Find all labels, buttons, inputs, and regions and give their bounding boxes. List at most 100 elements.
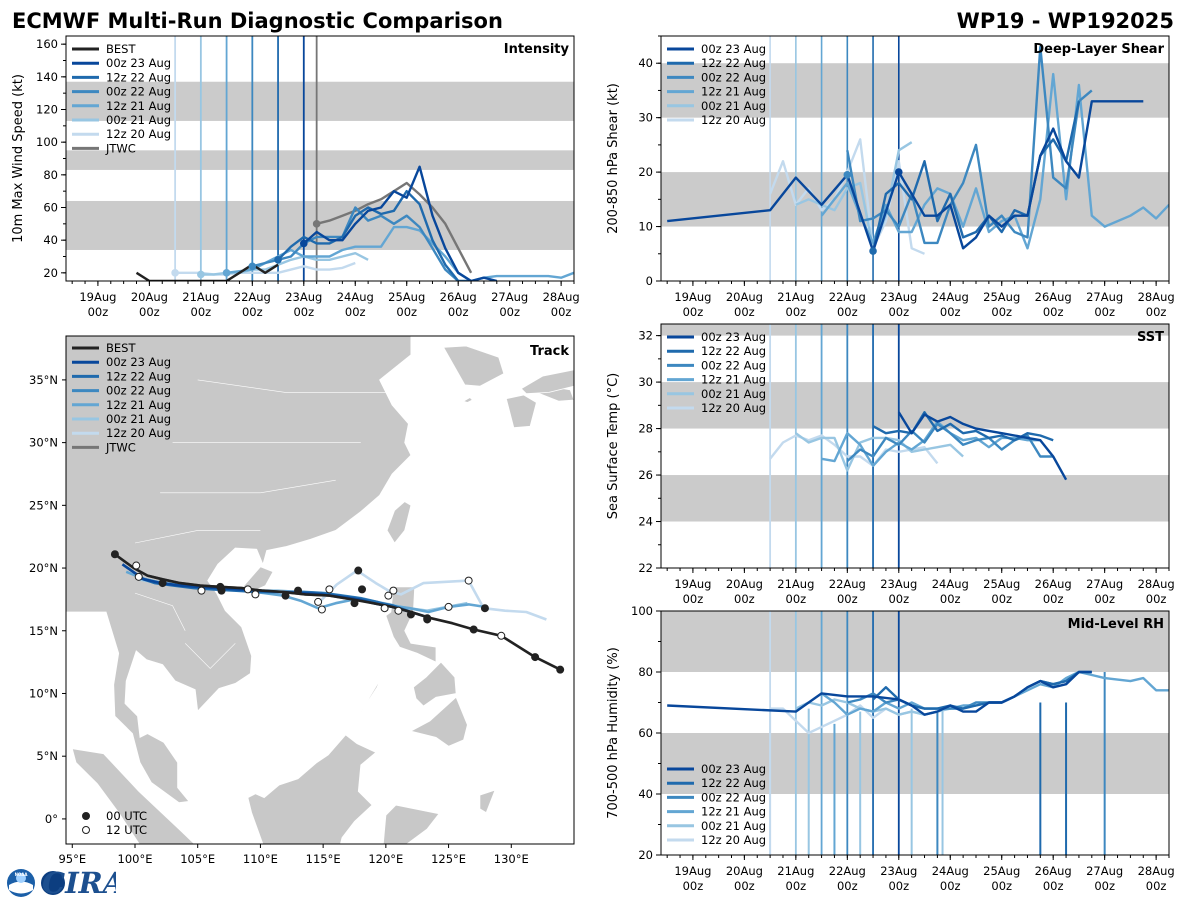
fix-point-12utc [314,597,323,606]
map-frame [65,335,575,845]
x-tick-label-hour: 00z [683,305,704,319]
x-tick-label-hour: 00z [991,305,1012,319]
legend-label-12z-20-aug: 12z 20 Aug [701,401,766,415]
lon-tick-label: 120°E [368,852,403,866]
fix-point-12utc [134,572,143,581]
fix-point-00utc [294,586,303,595]
x-tick-label-day: 20Aug [726,577,763,591]
legend-label-00z-21-aug: 00z 21 Aug [701,99,766,113]
legend-label-12z-22-aug: 12z 22 Aug [701,56,766,70]
series-line-00z-22-aug [846,45,1093,245]
kyushu-island [505,394,537,429]
series-line-12z-22-aug [872,411,1054,442]
visayas-islands [412,661,457,707]
x-tick-label-day: 19Aug [79,290,116,304]
lon-tick-label: 125°E [431,852,466,866]
lon-tick-label: 130°E [494,852,529,866]
y-tick-label: 26 [638,468,653,482]
fix-point-12utc [380,604,389,613]
x-tick-label-day: 19Aug [674,864,711,878]
fix-point-12utc [132,561,141,570]
x-tick-label-hour: 00z [991,879,1012,893]
y-tick-label: 40 [638,787,653,801]
x-tick-label-day: 25Aug [983,577,1020,591]
fix-point-00utc [531,653,540,662]
y-tick-label: 28 [638,422,653,436]
legend-label-00z-23-aug: 00z 23 Aug [106,355,171,369]
y-tick-label: 20 [638,165,653,179]
shaded-band-1 [661,63,1169,118]
legend-label-00z-22-aug: 00z 22 Aug [106,85,171,99]
legend-label-12z-21-aug: 12z 21 Aug [106,99,171,113]
x-tick-label-hour: 00z [191,305,212,319]
y-tick-label: 30 [638,375,653,389]
series-line-00z-21-aug [795,432,964,472]
x-tick-label-day: 24Aug [932,577,969,591]
x-tick-label-hour: 00z [940,305,961,319]
lat-tick-label: 30°N [29,436,58,450]
init-marker-12z-22-aug [274,255,282,264]
lat-tick-label: 15°N [29,624,58,638]
legend-label-12z-20-aug: 12z 20 Aug [701,113,766,127]
legend-label-00z-22-aug: 00z 22 Aug [701,790,766,804]
init-marker-00z-23-aug [299,239,308,248]
lat-tick-label: 25°N [29,498,58,512]
legend-label-00z-22-aug: 00z 22 Aug [701,358,766,372]
fix-point-12utc [197,586,206,595]
plot-area [667,611,1169,855]
legend-label-12z-21-aug: 12z 21 Aug [701,85,766,99]
x-tick-label-day: 19Aug [674,577,711,591]
init-marker-12z-22-aug [869,247,877,255]
lat-tick-label: 20°N [29,561,58,575]
series-line-00z-23-aug [667,100,1144,253]
y-tick-label: 100 [631,604,653,618]
x-tick-label-hour: 00z [242,305,263,319]
lon-tick-label: 110°E [243,852,278,866]
cira-logo-graphic: NOAA CIRA [7,866,125,900]
y-tick-label: 32 [638,329,653,343]
series-line-00z-23-aug [897,411,1068,481]
x-tick-label-day: 26Aug [1035,864,1072,878]
lat-tick-label: 0° [45,812,58,826]
marker-legend-label-12-utc: 12 UTC [106,823,147,837]
x-tick-label-day: 27Aug [1086,864,1123,878]
y-tick-label: 100 [36,135,58,149]
y-tick-label: 10 [638,220,653,234]
x-tick-label-day: 28Aug [1138,864,1175,878]
x-tick-label-hour: 00z [1094,592,1115,606]
x-tick-label-day: 26Aug [1035,577,1072,591]
x-tick-label-day: 27Aug [1086,290,1123,304]
x-tick-label-hour: 00z [448,305,469,319]
legend-label-jtwc: JTWC [105,440,136,454]
x-tick-label-hour: 00z [1043,879,1064,893]
y-tick-label: 60 [638,726,653,740]
shaded-band-2 [66,81,574,121]
sumatra-island [71,748,196,844]
fix-point-12utc [251,590,260,599]
axes-frame [660,323,1170,569]
fix-point-12utc [325,585,334,594]
map-area [66,336,574,844]
y-tick-label: 40 [638,56,653,70]
x-tick-label-day: 21Aug [777,577,814,591]
x-tick-label-hour: 00z [396,305,417,319]
halmahera-island [479,789,496,814]
x-tick-label-hour: 00z [1094,879,1115,893]
y-axis-label: 200-850 hPa Shear (kt) [606,83,621,234]
x-tick-label-hour: 00z [551,305,572,319]
series-line-00z-22-aug [252,206,459,281]
series-line-12z-22-aug [871,101,1081,252]
x-tick-label-hour: 00z [1146,879,1167,893]
y-tick-label: 20 [638,848,653,862]
axes-frame [660,35,1170,282]
sulawesi-island [382,801,449,844]
legend-label-00z-22-aug: 00z 22 Aug [701,70,766,84]
panel-title: Deep-Layer Shear [1033,42,1164,57]
legend-label-12z-21-aug: 12z 21 Aug [701,805,766,819]
legend-label-00z-23-aug: 00z 23 Aug [106,56,171,70]
borneo-island [247,734,377,844]
noaa-badge-text: NOAA [15,872,29,877]
legend-label-12z-20-aug: 12z 20 Aug [701,833,766,847]
marker-legend-swatch-12-utc [82,826,90,834]
korea-peninsula [442,345,505,387]
